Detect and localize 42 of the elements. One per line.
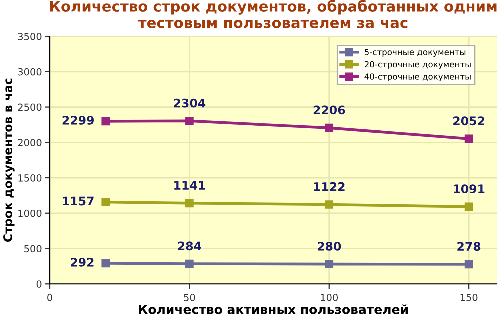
y-tick-label: 0	[36, 280, 42, 288]
y-tick-label: 3000	[18, 68, 42, 76]
data-label: 1122	[314, 182, 345, 192]
data-label: 1091	[454, 184, 485, 194]
legend-label: 20-строчные документы	[364, 61, 471, 70]
point	[186, 199, 194, 208]
point	[464, 134, 474, 144]
point	[102, 117, 110, 126]
x-axis-title: Количество активных пользователей	[139, 304, 408, 314]
x-tick-label: 50	[184, 294, 196, 302]
x-tick-label: 0	[48, 294, 52, 302]
data-label: 2052	[454, 116, 484, 126]
y-tick-label: 3500	[18, 33, 42, 40]
y-tick-label: 500	[24, 245, 42, 253]
point	[102, 259, 110, 268]
legend-label: 5-строчные документы	[364, 49, 466, 58]
data-label: 2304	[174, 98, 206, 108]
y-tick-label: 1000	[18, 210, 42, 218]
legend-label: 40-строчные документы	[364, 74, 471, 82]
point	[464, 260, 474, 269]
data-label: 284	[178, 242, 202, 251]
point	[325, 200, 334, 209]
y-tick-label: 2000	[18, 139, 42, 146]
data-label: 278	[458, 242, 481, 252]
point	[186, 260, 194, 268]
data-label: 292	[71, 258, 94, 267]
x-tick-label: 150	[460, 294, 478, 302]
data-label: 2206	[314, 106, 346, 115]
data-label: 2299	[62, 116, 94, 125]
point	[464, 202, 474, 212]
point	[325, 124, 334, 132]
y-axis-title: Строк документов в час	[4, 78, 15, 242]
point	[325, 260, 334, 268]
data-label: 1157	[63, 196, 94, 206]
y-tick-label: 1500	[18, 174, 42, 182]
point	[102, 198, 110, 206]
data-label: 1141	[174, 181, 206, 190]
chart-title: Количество строк документов, обработанных одним тестовым пользователем за час	[50, 0, 497, 28]
data-label: 280	[318, 242, 342, 251]
point	[186, 116, 194, 126]
x-tick-label: 100	[321, 294, 338, 302]
y-tick-label: 2500	[18, 104, 42, 112]
